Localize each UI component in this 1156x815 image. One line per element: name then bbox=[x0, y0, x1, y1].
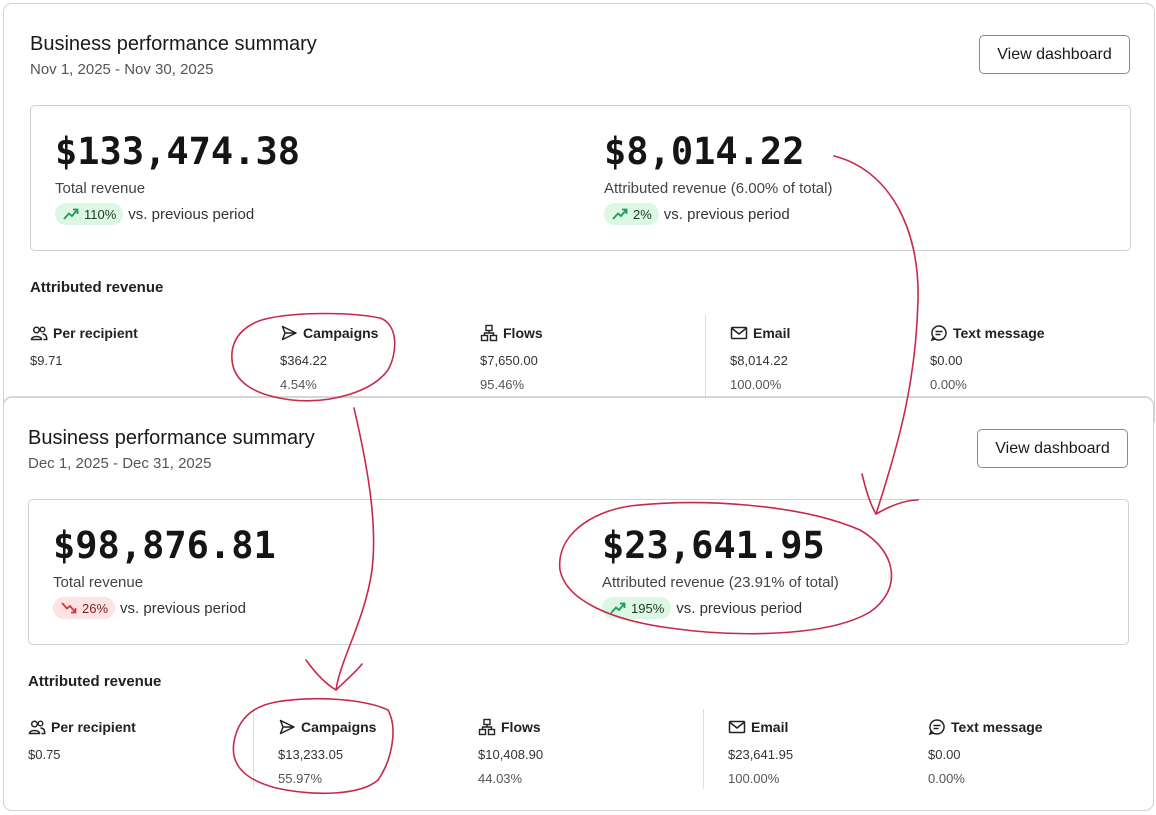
breakdown-value: $10,408.90 bbox=[478, 747, 544, 762]
attributed-revenue-label: Attributed revenue (23.91% of total) bbox=[602, 574, 839, 591]
change-badge: 26% bbox=[53, 597, 116, 619]
summary-card-december: Business performance summary Dec 1, 2025… bbox=[3, 397, 1154, 811]
divider bbox=[703, 709, 704, 789]
breakdown-label: Email bbox=[751, 719, 789, 735]
trend-up-icon bbox=[610, 602, 626, 614]
breakdown-percent: 100.00% bbox=[728, 771, 780, 786]
change-percent: 2% bbox=[633, 206, 652, 222]
breakdown-value: $13,233.05 bbox=[278, 747, 344, 762]
users-icon bbox=[28, 720, 46, 735]
breakdown-value: $0.00 bbox=[930, 353, 963, 368]
revenue-summary-box: $133,474.38 Total revenue 110% vs. previ… bbox=[30, 105, 1131, 251]
breakdown-label: Email bbox=[753, 325, 791, 341]
card-title: Business performance summary bbox=[28, 427, 315, 449]
breakdown-label: Text message bbox=[953, 325, 1045, 341]
send-icon bbox=[279, 719, 295, 735]
change-percent: 195% bbox=[631, 600, 665, 616]
divider bbox=[253, 709, 254, 789]
view-dashboard-button[interactable]: View dashboard bbox=[979, 35, 1130, 74]
attributed-revenue-change: 195% vs. previous period bbox=[602, 597, 802, 619]
mail-icon bbox=[730, 326, 748, 340]
section-title: Attributed revenue bbox=[28, 673, 162, 690]
breakdown-percent: 55.97% bbox=[278, 771, 323, 786]
attributed-revenue-label: Attributed revenue (6.00% of total) bbox=[604, 180, 833, 197]
change-badge: 2% bbox=[604, 203, 659, 225]
message-icon bbox=[928, 719, 945, 736]
total-revenue-label: Total revenue bbox=[53, 574, 144, 591]
breakdown-label: Per recipient bbox=[53, 325, 138, 341]
breakdown-value: $8,014.22 bbox=[730, 353, 788, 368]
breakdown-percent: 0.00% bbox=[928, 771, 965, 786]
total-revenue-label: Total revenue bbox=[55, 180, 146, 197]
message-icon bbox=[930, 325, 947, 342]
breakdown-label: Campaigns bbox=[301, 719, 377, 735]
total-revenue-value: $133,474.38 bbox=[55, 130, 301, 173]
flows-icon bbox=[478, 718, 496, 736]
section-title: Attributed revenue bbox=[30, 279, 164, 296]
breakdown-percent: 0.00% bbox=[930, 377, 967, 392]
breakdown-value: $7,650.00 bbox=[480, 353, 538, 368]
change-percent: 26% bbox=[82, 600, 109, 616]
breakdown-label: Text message bbox=[951, 719, 1043, 735]
attributed-revenue-change: 2% vs. previous period bbox=[604, 203, 790, 225]
breakdown-value: $364.22 bbox=[280, 353, 327, 368]
total-revenue-value: $98,876.81 bbox=[53, 524, 276, 567]
breakdown-percent: 4.54% bbox=[280, 377, 317, 392]
vs-text: vs. previous period bbox=[120, 599, 246, 617]
mail-icon bbox=[728, 720, 746, 734]
view-dashboard-button[interactable]: View dashboard bbox=[977, 429, 1128, 468]
send-icon bbox=[281, 325, 297, 341]
divider bbox=[705, 315, 706, 399]
flows-icon bbox=[480, 324, 498, 342]
breakdown-value: $0.75 bbox=[28, 747, 61, 762]
trend-up-icon bbox=[612, 208, 628, 220]
breakdown-value: $23,641.95 bbox=[728, 747, 794, 762]
trend-up-icon bbox=[63, 208, 79, 220]
revenue-summary-box: $98,876.81 Total revenue 26% vs. previou… bbox=[28, 499, 1129, 645]
breakdown-value: $9.71 bbox=[30, 353, 63, 368]
change-badge: 110% bbox=[55, 203, 124, 225]
total-revenue-change: 26% vs. previous period bbox=[53, 597, 246, 619]
breakdown-label: Flows bbox=[503, 325, 543, 341]
summary-card-november: Business performance summary Nov 1, 2025… bbox=[3, 3, 1155, 423]
trend-down-icon bbox=[61, 602, 77, 614]
change-badge: 195% bbox=[602, 597, 672, 619]
breakdown-value: $0.00 bbox=[928, 747, 961, 762]
users-icon bbox=[30, 326, 48, 341]
vs-text: vs. previous period bbox=[128, 205, 255, 223]
breakdown-label: Flows bbox=[501, 719, 541, 735]
breakdown-label: Campaigns bbox=[303, 325, 379, 341]
card-title: Business performance summary bbox=[30, 33, 317, 55]
attributed-revenue-value: $23,641.95 bbox=[602, 524, 825, 567]
date-range: Dec 1, 2025 - Dec 31, 2025 bbox=[28, 455, 212, 472]
breakdown-percent: 44.03% bbox=[478, 771, 523, 786]
total-revenue-change: 110% vs. previous period bbox=[55, 203, 254, 225]
breakdown-percent: 95.46% bbox=[480, 377, 525, 392]
change-percent: 110% bbox=[84, 206, 117, 222]
breakdown-percent: 100.00% bbox=[730, 377, 782, 392]
vs-text: vs. previous period bbox=[663, 205, 790, 223]
breakdown-label: Per recipient bbox=[51, 719, 136, 735]
attributed-revenue-value: $8,014.22 bbox=[604, 130, 805, 173]
date-range: Nov 1, 2025 - Nov 30, 2025 bbox=[30, 61, 214, 78]
vs-text: vs. previous period bbox=[676, 599, 803, 617]
